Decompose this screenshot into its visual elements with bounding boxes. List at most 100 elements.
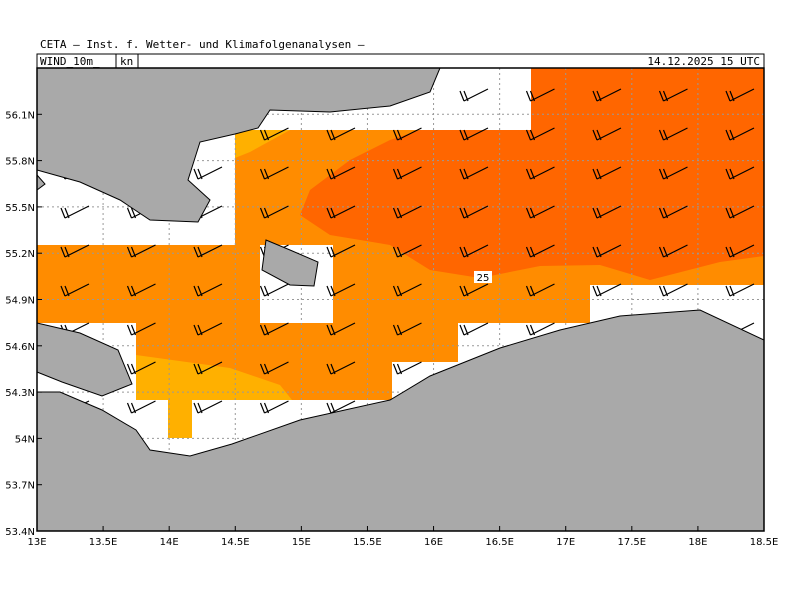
wind-barb [326,400,356,414]
wind-barb [392,361,422,375]
wind-barb [326,361,356,375]
lon-tick-label: 14.5E [221,537,250,548]
wind-barb [326,244,356,258]
wind-barb [259,322,289,336]
wind-barb [525,283,555,297]
wind-barb [126,244,156,258]
wind-barb [658,127,688,141]
wind-barb [658,88,688,102]
wind-barb [392,166,422,180]
wind-barb [126,400,156,414]
wind-barb [525,166,555,180]
wind-barb [525,88,555,102]
field-label: WIND_10m_ [40,55,100,68]
unit-label: kn [120,55,133,68]
wind-barb [525,322,555,336]
lon-tick-label: 18.5E [750,537,779,548]
wind-barb [392,244,422,258]
lon-tick-label: 14E [160,537,179,548]
wind-barb [193,322,223,336]
wind-barb [193,283,223,297]
lat-tick-label: 54.3N [5,388,35,399]
axes: 13E 13.5E 14E 14.5E 15E 15.5E 16E 16.5E 17E 17.5E… [5,110,778,548]
wind-barb [126,361,156,375]
institute-title: CETA — Inst. f. Wetter- und Klimafolgena… [40,38,365,51]
wind-zone-weak [235,130,290,158]
rugen [36,322,133,397]
lon-tick-label: 17.5E [618,537,647,548]
wind-barb [392,322,422,336]
lat-tick-label: 54N [15,434,35,445]
wind-barb [259,127,289,141]
lon-tick-label: 13.5E [89,537,118,548]
wind-barb [60,244,90,258]
wind-barb [193,244,223,258]
wind-barb [592,205,622,219]
wind-barb [725,166,755,180]
wind-barb [725,127,755,141]
wind-barb [126,283,156,297]
wind-barb [459,205,489,219]
wind-barb [459,88,489,102]
valid-time: 14.12.2025 15 UTC [647,55,760,68]
lon-tick-label: 16.5E [485,537,514,548]
wind-barb [592,244,622,258]
wind-barb [259,205,289,219]
wind-barb [658,244,688,258]
wind-barb [525,205,555,219]
contour-label-bg [474,271,492,283]
wind-barb [592,127,622,141]
wind-barb [60,205,90,219]
lon-tick-label: 18E [688,537,707,548]
lon-tick-label: 15E [292,537,311,548]
wind-barb [392,283,422,297]
wind-barb [725,244,755,258]
sweden [36,67,441,223]
wind-barb [392,127,422,141]
lat-tick-label: 56.1N [5,110,35,121]
wind-barb [725,205,755,219]
wind-barb [259,166,289,180]
lat-tick-label: 53.4N [5,527,35,538]
wind-barb [326,322,356,336]
wind-barb [459,127,489,141]
wind-barb [725,88,755,102]
lon-tick-label: 13E [27,537,46,548]
wind-barb [259,361,289,375]
lon-tick-label: 15.5E [353,537,382,548]
wind-barb [326,205,356,219]
wind-barb [326,127,356,141]
wind-barb [60,283,90,297]
wind-barb [193,166,223,180]
wind-barb [459,283,489,297]
wind-barb [658,283,688,297]
contour-label: 25 [477,273,490,284]
bornholm [261,239,319,287]
lat-tick-label: 54.6N [5,342,35,353]
wind-barb [725,283,755,297]
wind-barb [126,322,156,336]
wind-barb [459,322,489,336]
lat-tick-label: 55.5N [5,203,35,214]
lat-tick-label: 55.8N [5,157,35,168]
lat-tick-label: 53.7N [5,481,35,492]
wind-barb [193,400,223,414]
wind-barb [525,244,555,258]
wind-zone-weak [136,355,292,438]
lat-tick-label: 55.2N [5,249,35,260]
wind-barb [525,127,555,141]
wind-barb [259,400,289,414]
land [36,67,765,532]
wind-barb [326,283,356,297]
wind-barb [459,166,489,180]
lon-tick-label: 17E [556,537,575,548]
wind-barb [658,205,688,219]
wind-barb [392,205,422,219]
wind-barb [592,283,622,297]
lon-tick-label: 16E [424,537,443,548]
lat-tick-label: 54.9N [5,296,35,307]
wind-barb [658,166,688,180]
wind-barb [193,361,223,375]
wind-barb [259,283,289,297]
